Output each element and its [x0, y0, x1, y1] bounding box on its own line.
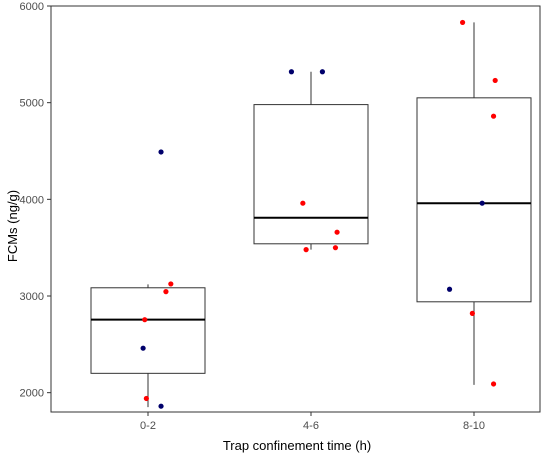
- box-group: [90, 284, 206, 408]
- data-point: [319, 69, 326, 75]
- data-point: [332, 245, 339, 251]
- data-point: [168, 281, 174, 287]
- y-tick-label: 4000: [20, 194, 44, 206]
- data-point: [490, 113, 497, 119]
- x-axis-title: Trap confinement time (h): [223, 438, 371, 453]
- data-point: [492, 77, 498, 84]
- plot-panel: [50, 5, 541, 413]
- y-tick-label: 5000: [20, 98, 44, 110]
- data-point: [446, 286, 453, 292]
- box: [253, 104, 369, 245]
- box: [416, 97, 532, 303]
- x-tick-label: 4-6: [303, 420, 319, 432]
- data-point: [143, 395, 149, 402]
- y-axis-title: FCMs (ng/g): [5, 190, 20, 262]
- y-tick-label: 6000: [20, 1, 44, 13]
- data-point: [158, 403, 164, 409]
- data-point: [163, 289, 169, 295]
- data-point: [469, 310, 475, 316]
- box-group: [253, 71, 369, 250]
- data-point: [140, 345, 146, 351]
- box: [90, 287, 206, 374]
- data-point: [459, 19, 466, 26]
- data-point: [303, 247, 309, 253]
- y-tick-label: 3000: [20, 291, 44, 303]
- box-group: [416, 22, 532, 385]
- x-tick-label: 0-2: [140, 420, 156, 432]
- data-point: [300, 200, 306, 206]
- data-point: [490, 381, 497, 387]
- data-point: [288, 69, 295, 75]
- data-point: [334, 229, 340, 235]
- data-point: [479, 200, 485, 206]
- data-point: [142, 317, 148, 323]
- data-point: [158, 149, 164, 155]
- y-tick-label: 2000: [20, 388, 44, 400]
- x-tick-label: 8-10: [463, 420, 485, 432]
